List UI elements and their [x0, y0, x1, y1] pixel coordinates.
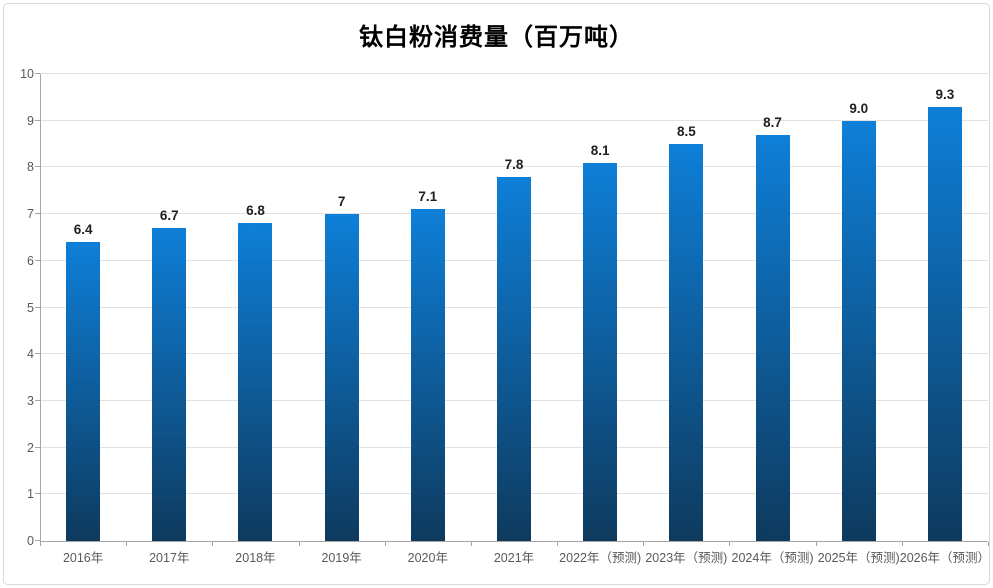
bar-value-label: 6.4 — [73, 222, 93, 238]
x-axis-tick — [298, 542, 300, 546]
y-tick-label: 10 — [20, 67, 34, 81]
x-axis-tick — [126, 542, 128, 546]
bar — [238, 223, 273, 541]
x-axis-line — [40, 541, 988, 542]
gridline — [40, 166, 988, 168]
y-tick-label: 0 — [27, 534, 34, 548]
x-axis-tick — [729, 542, 731, 546]
y-axis-tick — [35, 119, 40, 121]
bar — [755, 134, 790, 541]
x-tick-label: 2021年 — [493, 551, 535, 565]
y-axis-tick — [35, 540, 40, 541]
bar — [324, 214, 359, 541]
x-axis-tick — [212, 542, 214, 546]
x-tick-label: 2022年（预测) — [559, 551, 642, 565]
y-axis-tick — [35, 353, 40, 355]
bar-value-label: 7.1 — [418, 189, 438, 205]
y-tick-label: 8 — [27, 160, 34, 175]
y-tick-label: 4 — [27, 347, 34, 362]
x-axis-tick — [901, 542, 903, 546]
y-axis-tick — [35, 446, 40, 448]
bar — [152, 228, 187, 541]
x-axis-tick — [643, 542, 645, 546]
bar-value-label: 6.7 — [159, 208, 179, 224]
bar-value-label: 8.7 — [763, 114, 782, 130]
y-axis-tick — [35, 166, 40, 168]
y-axis-tick — [35, 259, 40, 261]
x-tick-label: 2017年 — [149, 551, 190, 565]
x-tick-label: 2023年（预测) — [645, 551, 728, 565]
bar-value-label: 9.3 — [935, 86, 955, 102]
bar-value-label: 7.8 — [504, 156, 524, 172]
x-tick-label: 2016年 — [62, 551, 104, 565]
chart-title: 钛白粉消费量（百万吨） — [359, 22, 634, 51]
bar-value-label: 8.1 — [590, 142, 610, 158]
bar-value-label: 9.0 — [849, 100, 869, 116]
bar — [583, 162, 618, 541]
x-tick-label: 2019年 — [321, 551, 362, 565]
y-tick-label: 6 — [27, 253, 34, 268]
x-axis-tick — [815, 542, 817, 546]
y-axis-tick — [35, 213, 40, 215]
plot-area: 0 1 2 3 4 5 6 7 8 9 10 6.4 2016年 6.7 2017年 6.8 2018年 7 201… — [20, 67, 990, 565]
y-axis-tick — [35, 306, 40, 308]
x-axis-tick — [988, 542, 989, 546]
bar-value-label: 6.8 — [246, 203, 265, 219]
y-axis-tick — [35, 73, 40, 74]
x-tick-label: 2025年（预测) — [817, 551, 900, 565]
x-axis-tick — [470, 542, 472, 546]
chart-frame: 钛白粉消费量（百万吨） 0 1 2 3 4 5 6 7 8 9 10 6.4 2016年 6.7 2017年… — [3, 3, 990, 585]
x-axis-tick — [40, 542, 41, 546]
gridline — [40, 73, 988, 74]
bar — [669, 144, 704, 541]
bar-value-label: 7 — [337, 194, 346, 210]
x-axis-tick — [384, 542, 386, 546]
y-tick-label: 2 — [27, 440, 34, 455]
y-tick-label: 1 — [27, 487, 34, 502]
gridline — [40, 119, 988, 121]
bar-value-label: 8.5 — [676, 124, 696, 140]
y-axis-tick — [35, 399, 40, 401]
x-tick-label: 2018年 — [235, 551, 276, 565]
y-tick-label: 7 — [27, 207, 34, 222]
bar — [66, 242, 101, 541]
bar — [410, 209, 445, 541]
x-axis-tick — [557, 542, 559, 546]
bar — [497, 176, 531, 541]
y-tick-label: 9 — [27, 113, 34, 128]
y-axis-tick — [35, 493, 40, 495]
y-axis-line — [40, 74, 41, 541]
x-tick-label: 2020年 — [407, 551, 448, 565]
x-tick-label: 2024年（预测) — [731, 551, 814, 565]
bar — [841, 120, 876, 541]
y-tick-label: 3 — [27, 393, 34, 408]
y-tick-label: 5 — [27, 300, 34, 315]
x-tick-label: 2026年（预测） — [899, 551, 991, 565]
bar — [927, 106, 962, 541]
